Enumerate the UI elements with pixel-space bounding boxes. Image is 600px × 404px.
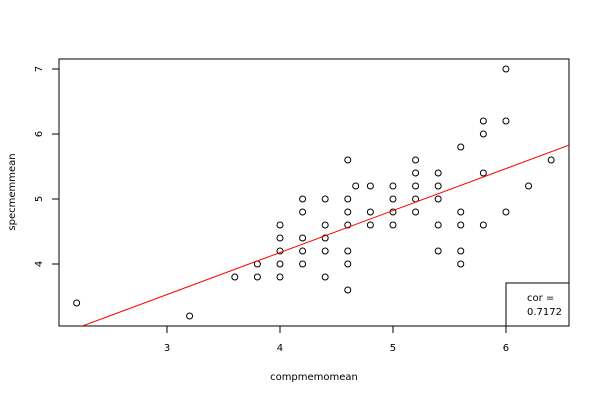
point — [412, 169, 420, 177]
regression-line — [80, 144, 569, 326]
point — [457, 221, 465, 229]
point — [434, 182, 442, 190]
point — [389, 182, 397, 190]
point — [321, 221, 329, 229]
point — [412, 182, 420, 190]
point — [547, 156, 555, 164]
point — [344, 286, 352, 294]
y-axis-label: specmemmean — [7, 153, 18, 230]
point — [344, 221, 352, 229]
x-tick-label: 4 — [277, 343, 283, 354]
point — [479, 117, 487, 125]
point — [186, 312, 194, 320]
point — [276, 234, 284, 242]
point — [457, 208, 465, 216]
point — [366, 221, 374, 229]
point — [502, 208, 510, 216]
point — [299, 195, 307, 203]
point — [321, 234, 329, 242]
point — [434, 221, 442, 229]
point — [344, 156, 352, 164]
x-tick-label: 3 — [164, 343, 170, 354]
point — [299, 234, 307, 242]
point — [457, 247, 465, 255]
x-tick-label: 5 — [390, 343, 396, 354]
point — [321, 247, 329, 255]
point — [253, 273, 261, 281]
x-axis-label: compmemomean — [270, 372, 358, 383]
point — [344, 247, 352, 255]
legend-box — [505, 282, 570, 327]
point — [412, 208, 420, 216]
legend-text: cor = — [527, 293, 554, 304]
point — [321, 195, 329, 203]
point — [276, 221, 284, 229]
point — [276, 273, 284, 281]
point — [389, 195, 397, 203]
point — [412, 156, 420, 164]
y-tick-label: 5 — [34, 196, 45, 202]
point — [73, 299, 81, 307]
point — [525, 182, 533, 190]
point — [479, 130, 487, 138]
point — [434, 195, 442, 203]
point — [352, 182, 360, 190]
point — [321, 273, 329, 281]
point — [231, 273, 239, 281]
point — [366, 208, 374, 216]
point — [479, 169, 487, 177]
point — [457, 143, 465, 151]
point — [389, 221, 397, 229]
point — [502, 117, 510, 125]
point — [299, 247, 307, 255]
point — [434, 247, 442, 255]
point — [434, 169, 442, 177]
plot-frame — [58, 58, 570, 327]
point — [344, 195, 352, 203]
x-tick-label: 6 — [503, 343, 509, 354]
y-tick-label: 6 — [34, 131, 45, 137]
point — [276, 260, 284, 268]
point — [299, 208, 307, 216]
point — [457, 260, 465, 268]
point — [479, 221, 487, 229]
y-tick-label: 4 — [34, 261, 45, 267]
y-tick-label: 7 — [34, 66, 45, 72]
point — [502, 65, 510, 73]
point — [366, 182, 374, 190]
point — [299, 260, 307, 268]
point — [344, 208, 352, 216]
legend-text: 0.7172 — [527, 307, 562, 318]
point — [344, 260, 352, 268]
